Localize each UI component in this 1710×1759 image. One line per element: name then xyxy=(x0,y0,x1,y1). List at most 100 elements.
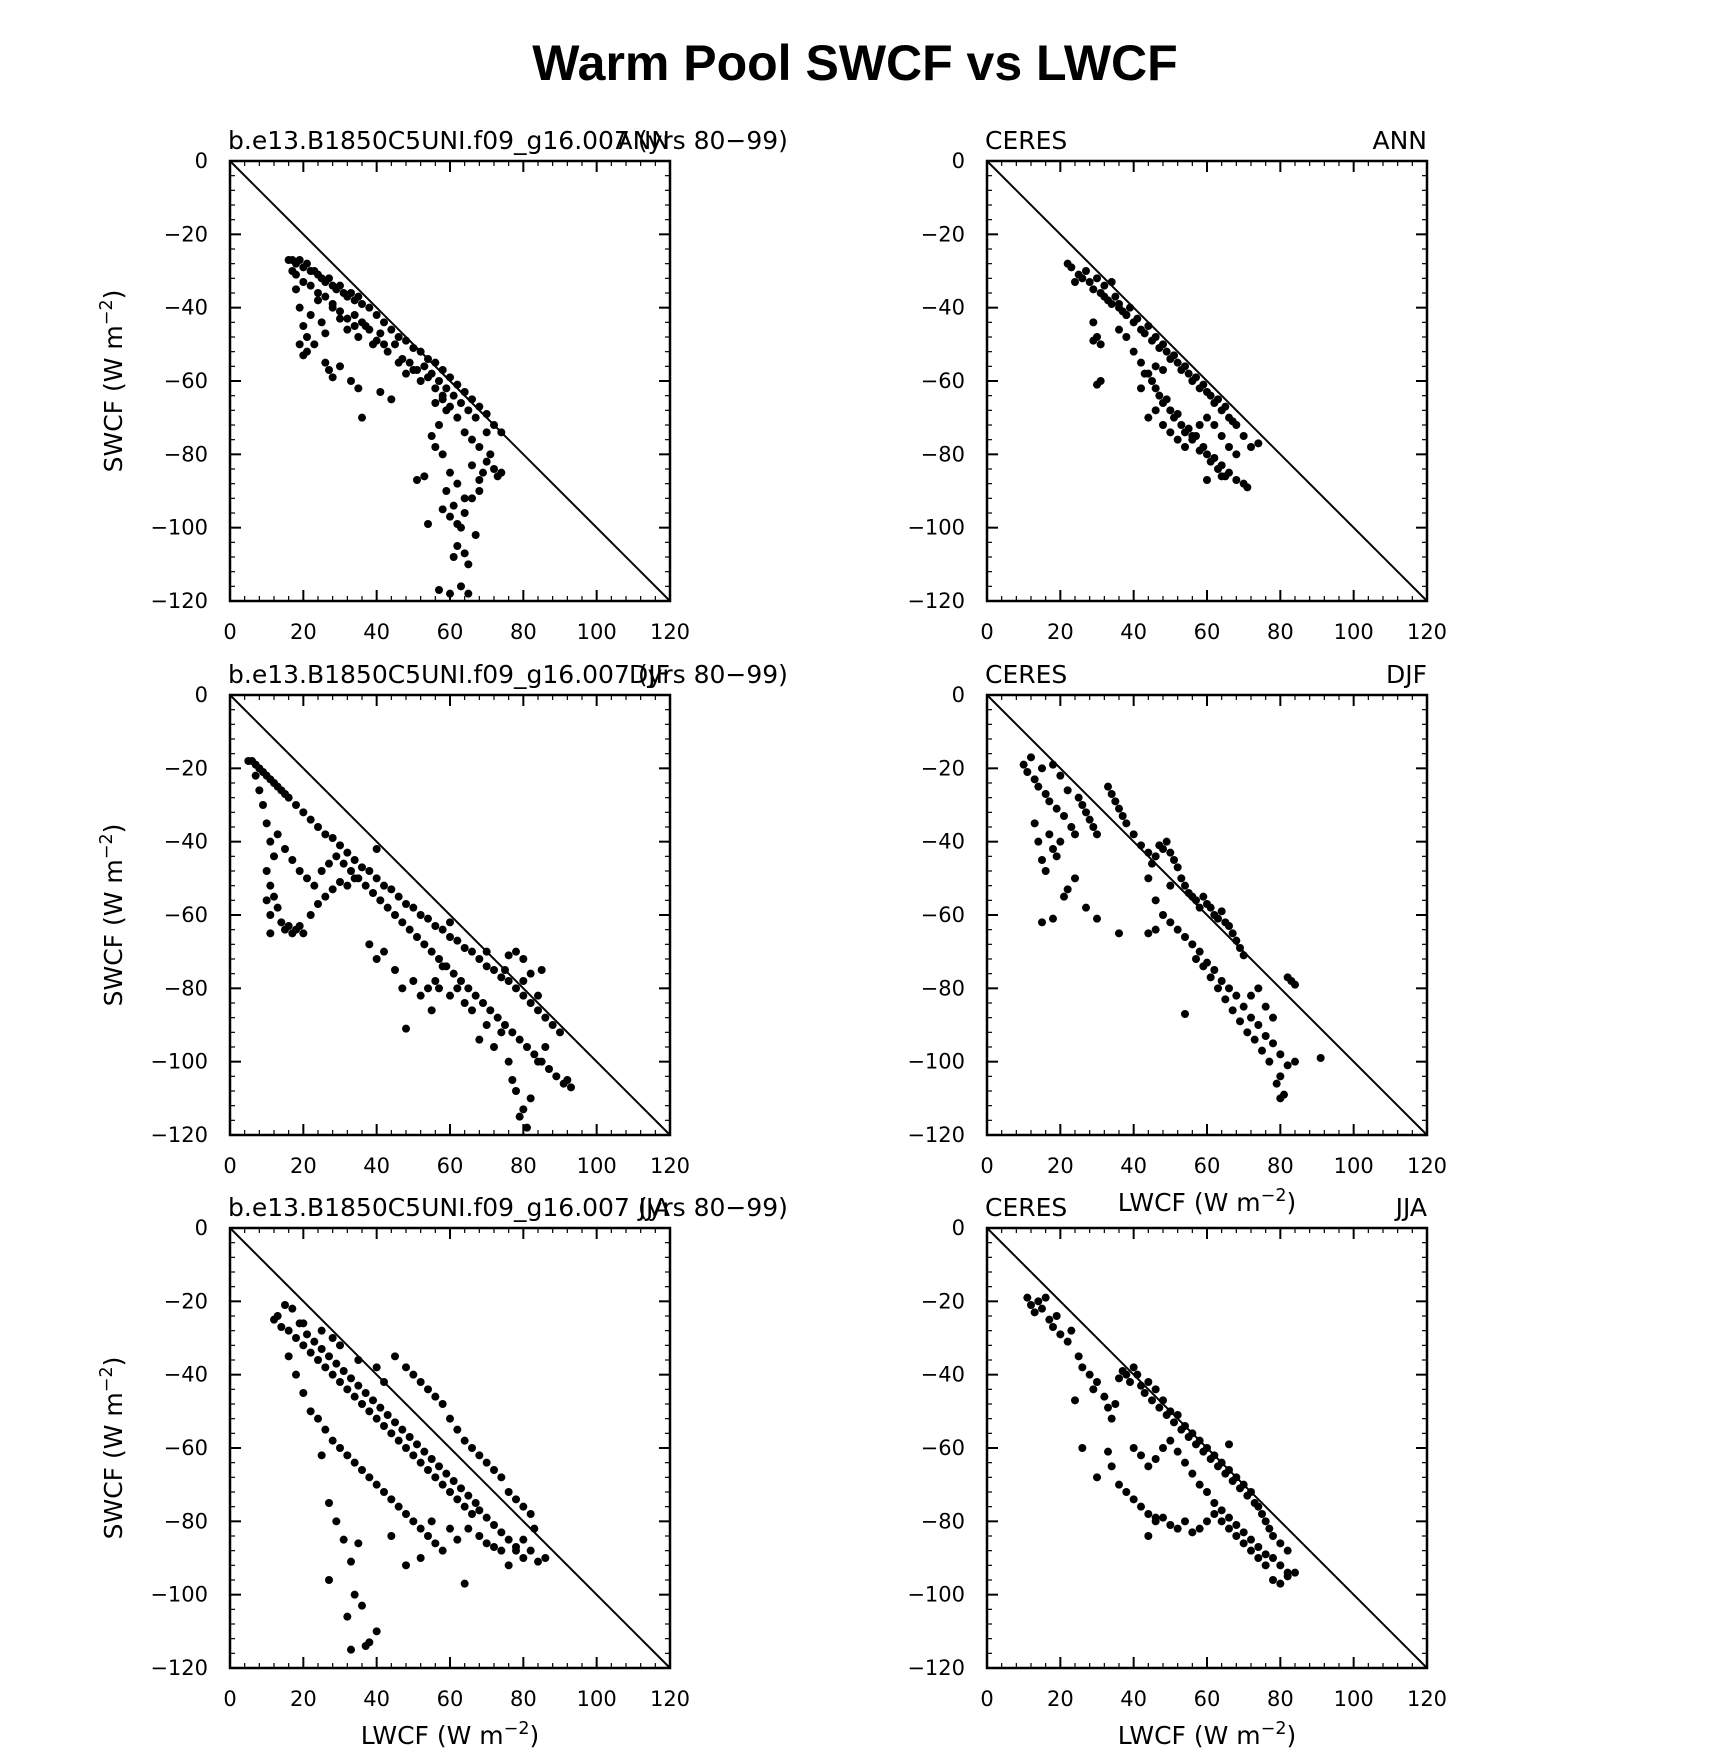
data-point xyxy=(1074,1352,1083,1361)
data-point xyxy=(416,1524,425,1533)
data-point xyxy=(1228,1006,1237,1015)
x-tick-label: 40 xyxy=(1120,1687,1147,1711)
data-point xyxy=(1210,1451,1219,1460)
data-point xyxy=(306,281,315,290)
data-point xyxy=(347,377,355,385)
data-point xyxy=(284,922,293,930)
data-point xyxy=(1115,1374,1123,1383)
data-point xyxy=(534,1006,542,1015)
data-point xyxy=(515,1035,524,1044)
data-point xyxy=(482,1021,491,1029)
data-point xyxy=(354,333,363,341)
data-point xyxy=(1060,812,1068,820)
data-point xyxy=(394,333,403,341)
data-point xyxy=(1181,1517,1189,1526)
data-point xyxy=(1269,1039,1277,1048)
data-point xyxy=(530,1050,539,1059)
data-point xyxy=(1166,918,1175,927)
x-tick-label: 120 xyxy=(1407,1154,1447,1178)
data-point xyxy=(490,1466,498,1474)
y-tick-label: −40 xyxy=(921,1363,965,1387)
x-tick-label: 20 xyxy=(290,1687,317,1711)
data-point xyxy=(1199,443,1208,451)
data-point xyxy=(281,1301,289,1309)
data-point xyxy=(1063,1337,1072,1346)
data-point xyxy=(387,1429,396,1438)
x-tick-label: 0 xyxy=(980,620,993,644)
data-point xyxy=(1122,819,1131,828)
data-point xyxy=(1056,837,1065,846)
data-point xyxy=(424,914,432,923)
data-point xyxy=(464,406,473,415)
panel-title-right: JJA xyxy=(1394,1193,1427,1222)
data-point xyxy=(273,1312,282,1320)
data-point xyxy=(317,318,326,327)
x-tick-label: 0 xyxy=(223,1687,236,1711)
data-point xyxy=(328,834,337,842)
y-tick-label: −100 xyxy=(907,1583,965,1607)
panel-title-right: JJA xyxy=(637,1193,670,1222)
data-point xyxy=(303,259,311,268)
data-point xyxy=(321,1425,330,1434)
data-point xyxy=(1085,1370,1094,1379)
data-point xyxy=(1265,1057,1274,1066)
data-point xyxy=(482,1513,491,1522)
data-point xyxy=(446,1488,454,1496)
data-point xyxy=(512,984,520,993)
data-point xyxy=(482,410,491,418)
data-point xyxy=(288,856,297,864)
data-point xyxy=(534,1557,542,1566)
data-point xyxy=(1188,1528,1197,1537)
data-point xyxy=(1269,1554,1277,1562)
y-tick-label: −40 xyxy=(921,296,965,320)
data-point xyxy=(457,977,465,985)
data-point xyxy=(1100,1392,1109,1401)
data-point xyxy=(457,582,465,591)
data-point xyxy=(479,999,487,1007)
y-tick-label: −40 xyxy=(164,830,208,854)
data-point xyxy=(336,314,344,323)
data-point xyxy=(1195,1436,1204,1445)
data-point xyxy=(405,358,414,367)
data-point xyxy=(343,1385,352,1394)
data-point xyxy=(446,918,454,927)
data-point xyxy=(545,1065,553,1073)
data-point xyxy=(1228,929,1237,938)
data-point xyxy=(431,977,440,985)
data-point xyxy=(424,1532,432,1540)
data-point xyxy=(1291,980,1299,989)
x-tick-label: 0 xyxy=(980,1154,993,1178)
x-tick-label: 80 xyxy=(510,1154,537,1178)
data-point xyxy=(563,1076,572,1084)
data-point xyxy=(475,487,484,495)
data-point xyxy=(350,856,359,864)
data-point xyxy=(475,443,484,451)
data-point xyxy=(1019,760,1028,769)
data-point xyxy=(1181,1010,1189,1018)
y-tick-label: −120 xyxy=(150,589,208,613)
data-point xyxy=(1247,1013,1255,1022)
data-point xyxy=(1214,984,1222,993)
data-point xyxy=(350,1590,359,1599)
data-point xyxy=(446,1524,454,1533)
y-tick-label: −40 xyxy=(164,296,208,320)
data-point xyxy=(1126,303,1134,312)
data-point xyxy=(427,1517,436,1526)
data-point xyxy=(409,903,418,912)
data-point xyxy=(431,443,440,451)
data-point xyxy=(420,1447,429,1456)
data-point xyxy=(1093,1378,1101,1386)
data-point xyxy=(427,1006,436,1015)
data-point xyxy=(519,1535,528,1544)
data-point xyxy=(376,329,385,338)
y-tick-label: −20 xyxy=(164,222,208,246)
data-point xyxy=(266,881,275,890)
data-point xyxy=(1232,1473,1241,1482)
data-point xyxy=(361,1389,370,1397)
data-point xyxy=(1269,1532,1277,1540)
data-point xyxy=(475,955,484,963)
x-tick-label: 0 xyxy=(223,1154,236,1178)
x-tick-label: 120 xyxy=(1407,1687,1447,1711)
